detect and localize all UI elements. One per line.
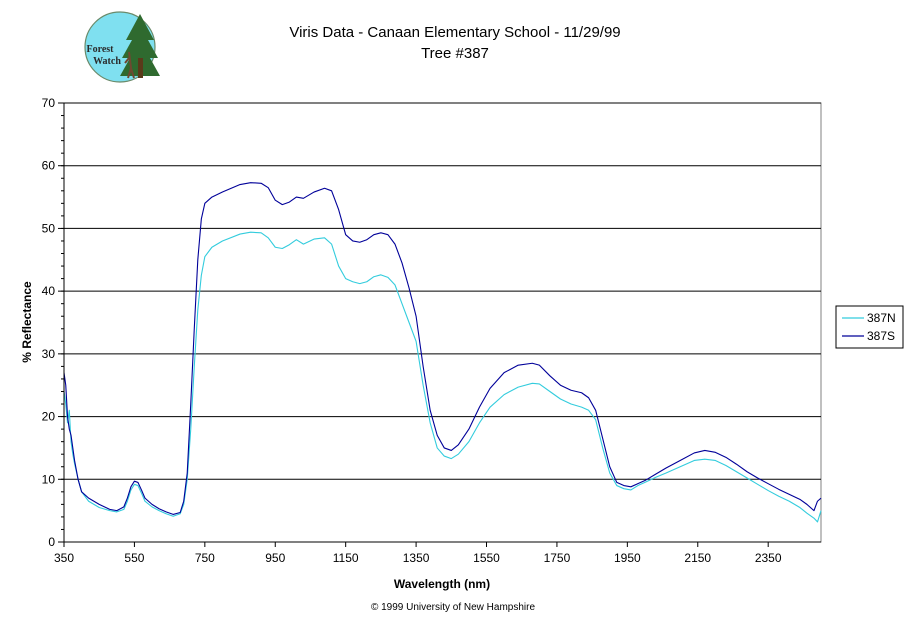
- plot-area: [63, 102, 822, 543]
- x-tick-label: 1950: [614, 551, 641, 565]
- legend: 387N 387S: [835, 305, 904, 349]
- x-tick-label: 1150: [333, 551, 359, 565]
- x-tick-label: 950: [265, 551, 285, 565]
- gridlines: [64, 102, 821, 480]
- series-group: [63, 182, 822, 523]
- series-line-387N: [63, 231, 822, 523]
- y-tick-label: 70: [42, 96, 56, 110]
- forest-watch-logo: Forest Watch: [84, 11, 160, 83]
- tree-trunk: [138, 58, 143, 78]
- x-tick-label: 750: [195, 551, 215, 565]
- x-tick-label: 2350: [755, 551, 782, 565]
- x-tick-label: 1550: [473, 551, 500, 565]
- logo-text-line2: Watch: [93, 56, 121, 67]
- legend-box: [835, 305, 904, 349]
- x-axis-ticks: 350 550 750 950 1150 1350 1550 1750 1950 2150 2350: [54, 542, 782, 565]
- legend-label-387N: 387N: [867, 311, 896, 325]
- person-icon: [124, 51, 135, 79]
- y-tick-label: 30: [42, 347, 56, 361]
- x-tick-label: 550: [124, 551, 144, 565]
- legend-label-387S: 387S: [867, 329, 895, 343]
- series-line-387S: [63, 182, 822, 515]
- x-tick-label: 1350: [403, 551, 430, 565]
- legend-items: 387N 387S: [842, 311, 896, 343]
- logo-text-line1: Forest: [86, 44, 114, 55]
- y-axis-ticks: 0 10 20 30 40 50 60 70: [42, 96, 64, 549]
- x-tick-label: 350: [54, 551, 74, 565]
- copyright-text: © 1999 University of New Hampshire: [371, 602, 536, 613]
- chart-subtitle: Tree #387: [421, 45, 489, 62]
- x-tick-label: 1750: [544, 551, 571, 565]
- y-axis-label: % Reflectance: [20, 281, 34, 363]
- x-tick-label: 2150: [684, 551, 711, 565]
- y-tick-label: 60: [42, 159, 56, 173]
- y-tick-label: 40: [42, 284, 56, 298]
- y-tick-label: 50: [42, 221, 56, 235]
- x-axis-label: Wavelength (nm): [394, 577, 490, 591]
- y-tick-label: 10: [42, 472, 56, 486]
- y-tick-label: 0: [48, 535, 55, 549]
- y-tick-label: 20: [42, 410, 56, 424]
- chart-title: Viris Data - Canaan Elementary School - …: [289, 24, 620, 41]
